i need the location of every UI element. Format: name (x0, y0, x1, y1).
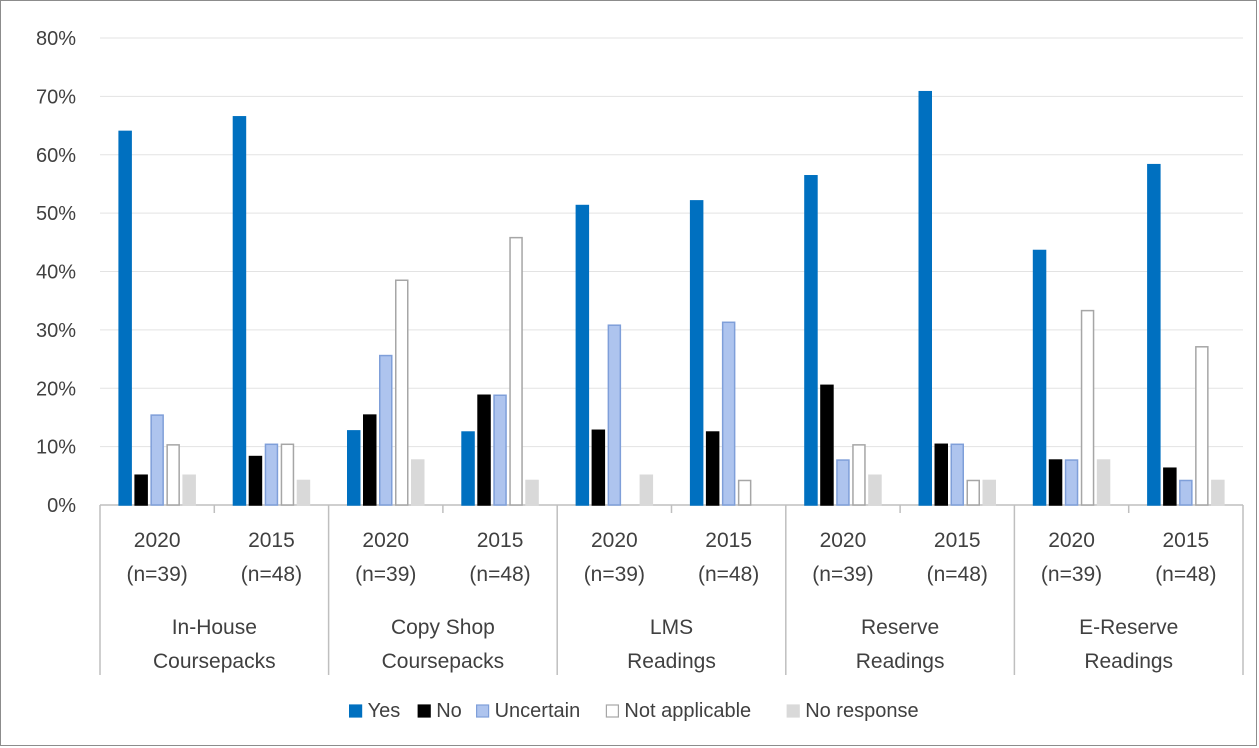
bar-not-applicable (395, 279, 409, 506)
bar-no (248, 455, 263, 506)
bar-not-applicable (852, 444, 866, 506)
bar-no-response (525, 479, 539, 506)
y-tick-label: 50% (36, 203, 76, 225)
bar-no (591, 429, 606, 506)
x-group-label: Readings (856, 650, 945, 673)
x-group-label: Coursepacks (382, 650, 505, 673)
bar-uncertain (607, 324, 622, 506)
bar-not-applicable (737, 479, 752, 506)
x-sub-label-n: (n=39) (1041, 563, 1102, 586)
x-sub-label-year: 2015 (248, 529, 295, 552)
legend-label-uncertain: Uncertain (495, 700, 581, 722)
bar-no (363, 414, 377, 506)
x-sub-label-n: (n=39) (127, 563, 188, 586)
y-tick-label: 10% (36, 437, 76, 459)
x-sub-label-year: 2020 (591, 529, 638, 552)
bar-no-response (411, 459, 425, 506)
x-group-label: In-House (172, 616, 257, 639)
legend-swatch-no (417, 704, 431, 718)
x-sub-label-year: 2020 (1048, 529, 1095, 552)
x-sub-label-n: (n=39) (812, 563, 873, 586)
x-group-label: Readings (1084, 650, 1173, 673)
y-tick-label: 60% (36, 145, 76, 167)
bar-not-applicable (1080, 309, 1095, 506)
y-tick-label: 70% (36, 86, 76, 108)
x-sub-label-n: (n=48) (241, 563, 302, 586)
x-group-label: E-Reserve (1079, 616, 1178, 639)
y-tick-label: 40% (36, 262, 76, 284)
y-tick-label: 30% (36, 320, 76, 342)
bar-not-applicable (280, 443, 295, 506)
y-tick-label: 80% (36, 28, 76, 50)
x-group-label: Copy Shop (391, 616, 495, 639)
bar-not-applicable (166, 444, 180, 506)
y-tick-label: 0% (47, 495, 76, 517)
x-sub-label-n: (n=39) (584, 563, 645, 586)
bar-no (477, 394, 491, 506)
legend-swatch-uncertain (476, 704, 490, 718)
bar-not-applicable (1195, 346, 1209, 506)
bar-yes (232, 116, 247, 506)
legend-label-no-response: No response (805, 700, 918, 722)
bar-no-response (296, 479, 311, 506)
bar-no (820, 384, 834, 506)
x-sub-label-n: (n=48) (927, 563, 988, 586)
y-tick-label: 20% (36, 378, 76, 400)
x-sub-label-year: 2015 (1162, 529, 1209, 552)
bar-no (1163, 467, 1177, 506)
bar-uncertain (493, 394, 507, 506)
legend-swatch-yes (349, 704, 363, 718)
bar-uncertain (1179, 479, 1193, 506)
bar-yes (804, 175, 818, 506)
x-sub-label-n: (n=39) (355, 563, 416, 586)
bar-no-response (182, 474, 196, 506)
bar-no-response (639, 474, 654, 506)
legend-label-no: No (436, 700, 462, 722)
x-sub-label-n: (n=48) (469, 563, 530, 586)
bar-uncertain (150, 414, 164, 506)
x-group-label: Readings (627, 650, 716, 673)
bar-no (134, 474, 148, 506)
x-sub-label-year: 2015 (934, 529, 981, 552)
x-sub-label-n: (n=48) (698, 563, 759, 586)
bar-no (934, 443, 948, 506)
bar-yes (918, 90, 932, 506)
legend-label-yes: Yes (368, 700, 401, 722)
bar-no-response (868, 474, 882, 506)
bar-uncertain (379, 354, 393, 506)
x-sub-label-year: 2015 (477, 529, 524, 552)
bar-uncertain (950, 443, 964, 506)
legend-label-not-applicable: Not applicable (624, 700, 751, 722)
bar-yes (689, 200, 704, 506)
bar-uncertain (1064, 459, 1079, 506)
bar-yes (575, 204, 590, 506)
legend-swatch-not-applicable (605, 704, 620, 718)
bar-not-applicable (966, 479, 980, 506)
bar-yes (1147, 163, 1161, 506)
bar-uncertain (721, 321, 736, 506)
bar-yes (1032, 249, 1047, 506)
x-sub-label-year: 2020 (820, 529, 867, 552)
bar-uncertain (264, 443, 279, 506)
bar-no (1048, 459, 1063, 506)
x-group-label: Coursepacks (153, 650, 276, 673)
x-group-label: LMS (650, 616, 693, 639)
bar-uncertain (836, 459, 850, 506)
bar-no (705, 431, 720, 506)
x-sub-label-year: 2020 (134, 529, 181, 552)
x-sub-label-year: 2015 (705, 529, 752, 552)
bar-no-response (1096, 459, 1111, 506)
bar-yes (118, 130, 132, 506)
bar-no-response (1211, 479, 1225, 506)
bar-no-response (982, 479, 996, 506)
legend-swatch-no-response (786, 704, 800, 718)
bar-not-applicable (509, 236, 523, 506)
bar-yes (347, 430, 361, 506)
bar-yes (461, 431, 475, 506)
x-sub-label-year: 2020 (362, 529, 409, 552)
x-sub-label-n: (n=48) (1155, 563, 1216, 586)
x-group-label: Reserve (861, 616, 939, 639)
